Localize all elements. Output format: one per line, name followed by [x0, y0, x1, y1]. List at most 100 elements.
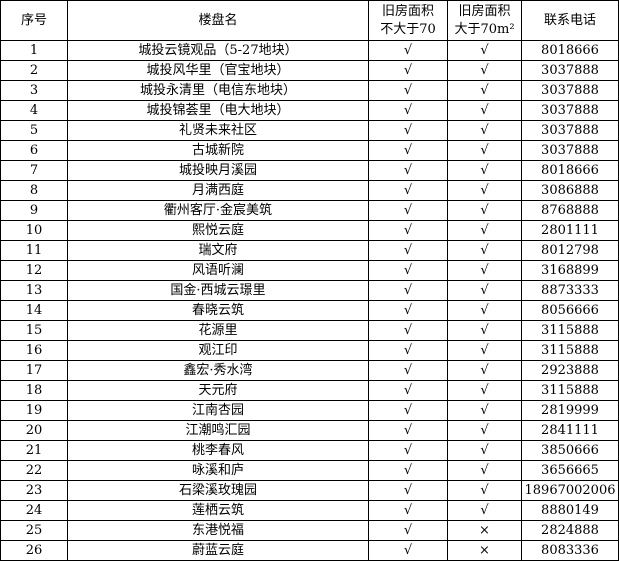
cell: 5	[0, 120, 68, 141]
cell: √	[447, 340, 522, 361]
cell: 17	[0, 360, 68, 381]
cell: √	[447, 280, 522, 301]
cell: 8018666	[521, 160, 619, 181]
header-row: 序号 楼盘名 旧房面积 不大于70 旧房面积 大于70m² 联系电话	[0, 0, 619, 41]
cell: 3037888	[521, 120, 619, 141]
cell: 8012798	[521, 240, 619, 261]
cell: 3168899	[521, 260, 619, 281]
cell: √	[368, 40, 448, 61]
cell: √	[447, 200, 522, 221]
cell: 10	[0, 220, 68, 241]
cell: 11	[0, 240, 68, 261]
cell: √	[447, 480, 522, 501]
cell: √	[368, 60, 448, 81]
row: 3 城投永清里（电信东地块） √ √ 3037888	[0, 80, 619, 101]
cell: 莲栖云筑	[67, 500, 369, 521]
cell: 8083336	[521, 540, 619, 561]
cell: 3	[0, 80, 68, 101]
cell: 6	[0, 140, 68, 161]
cell: √	[368, 260, 448, 281]
cell: √	[368, 460, 448, 481]
row: 7 城投映月溪园 √ √ 8018666	[0, 160, 619, 181]
cell: 桃李春风	[67, 440, 369, 461]
cell: √	[368, 420, 448, 441]
header-cell: 序号	[0, 0, 68, 41]
cell: 城投云镜观品（5-27地块）	[67, 40, 369, 61]
cell: 3037888	[521, 140, 619, 161]
cell: 3115888	[521, 340, 619, 361]
cell: 风语听澜	[67, 260, 369, 281]
cell: √	[368, 160, 448, 181]
cell: √	[368, 360, 448, 381]
cell: √	[368, 280, 448, 301]
cell: 3115888	[521, 380, 619, 401]
row: 1 城投云镜观品（5-27地块） √ √ 8018666	[0, 40, 619, 61]
cell: 月满西庭	[67, 180, 369, 201]
row: 19 江南杏园 √ √ 2819999	[0, 400, 619, 421]
cell: 3037888	[521, 60, 619, 81]
row: 18 天元府 √ √ 3115888	[0, 380, 619, 401]
cell: √	[447, 220, 522, 241]
cell: 城投永清里（电信东地块）	[67, 80, 369, 101]
row: 20 江潮鸣汇园 √ √ 2841111	[0, 420, 619, 441]
row: 11 瑞文府 √ √ 8012798	[0, 240, 619, 261]
cell: 石梁溪玫瑰园	[67, 480, 369, 501]
cell: 12	[0, 260, 68, 281]
cell: 江潮鸣汇园	[67, 420, 369, 441]
row: 22 咏溪和庐 √ √ 3656665	[0, 460, 619, 481]
cell: √	[368, 240, 448, 261]
cell: 21	[0, 440, 68, 461]
cell: 2801111	[521, 220, 619, 241]
cell: √	[368, 300, 448, 321]
row: 23 石梁溪玫瑰园 √ √ 18967002006	[0, 480, 619, 501]
row: 12 风语听澜 √ √ 3168899	[0, 260, 619, 281]
cell: 3656665	[521, 460, 619, 481]
cell: √	[447, 40, 522, 61]
row: 2 城投风华里（官宝地块） √ √ 3037888	[0, 60, 619, 81]
cell: √	[368, 340, 448, 361]
cell: 18	[0, 380, 68, 401]
cell: 2819999	[521, 400, 619, 421]
cell: √	[368, 440, 448, 461]
cell: √	[447, 440, 522, 461]
cell: √	[447, 80, 522, 101]
cell: ×	[447, 520, 522, 541]
cell: 衢州客厅·金宸美筑	[67, 200, 369, 221]
row: 4 城投锦荟里（电大地块） √ √ 3037888	[0, 100, 619, 121]
row: 24 莲栖云筑 √ √ 8880149	[0, 500, 619, 521]
cell: 16	[0, 340, 68, 361]
row: 16 观江印 √ √ 3115888	[0, 340, 619, 361]
cell: 22	[0, 460, 68, 481]
cell: 8880149	[521, 500, 619, 521]
cell: 8	[0, 180, 68, 201]
cell: √	[368, 120, 448, 141]
cell: √	[447, 500, 522, 521]
cell: 3037888	[521, 80, 619, 101]
cell: 咏溪和庐	[67, 460, 369, 481]
header-cell: 旧房面积不大于70	[368, 0, 448, 41]
row: 13 国金·西城云璟里 √ √ 8873333	[0, 280, 619, 301]
cell: 9	[0, 200, 68, 221]
cell: √	[368, 480, 448, 501]
cell: 8768888	[521, 200, 619, 221]
cell: 13	[0, 280, 68, 301]
cell: 3850666	[521, 440, 619, 461]
header-line: 不大于70	[380, 21, 436, 37]
cell: √	[447, 160, 522, 181]
cell: 2	[0, 60, 68, 81]
row: 10 熙悦云庭 √ √ 2801111	[0, 220, 619, 241]
header-cell: 旧房面积 大于70m²	[447, 0, 522, 41]
cell: 熙悦云庭	[67, 220, 369, 241]
cell: 2841111	[521, 420, 619, 441]
cell: √	[447, 100, 522, 121]
cell: 20	[0, 420, 68, 441]
cell: 8873333	[521, 280, 619, 301]
cell: 城投锦荟里（电大地块）	[67, 100, 369, 121]
cell: √	[447, 60, 522, 81]
row: 15 花源里 √ √ 3115888	[0, 320, 619, 341]
cell: 江南杏园	[67, 400, 369, 421]
header-line: 旧房面积	[381, 3, 434, 19]
cell: √	[368, 400, 448, 421]
